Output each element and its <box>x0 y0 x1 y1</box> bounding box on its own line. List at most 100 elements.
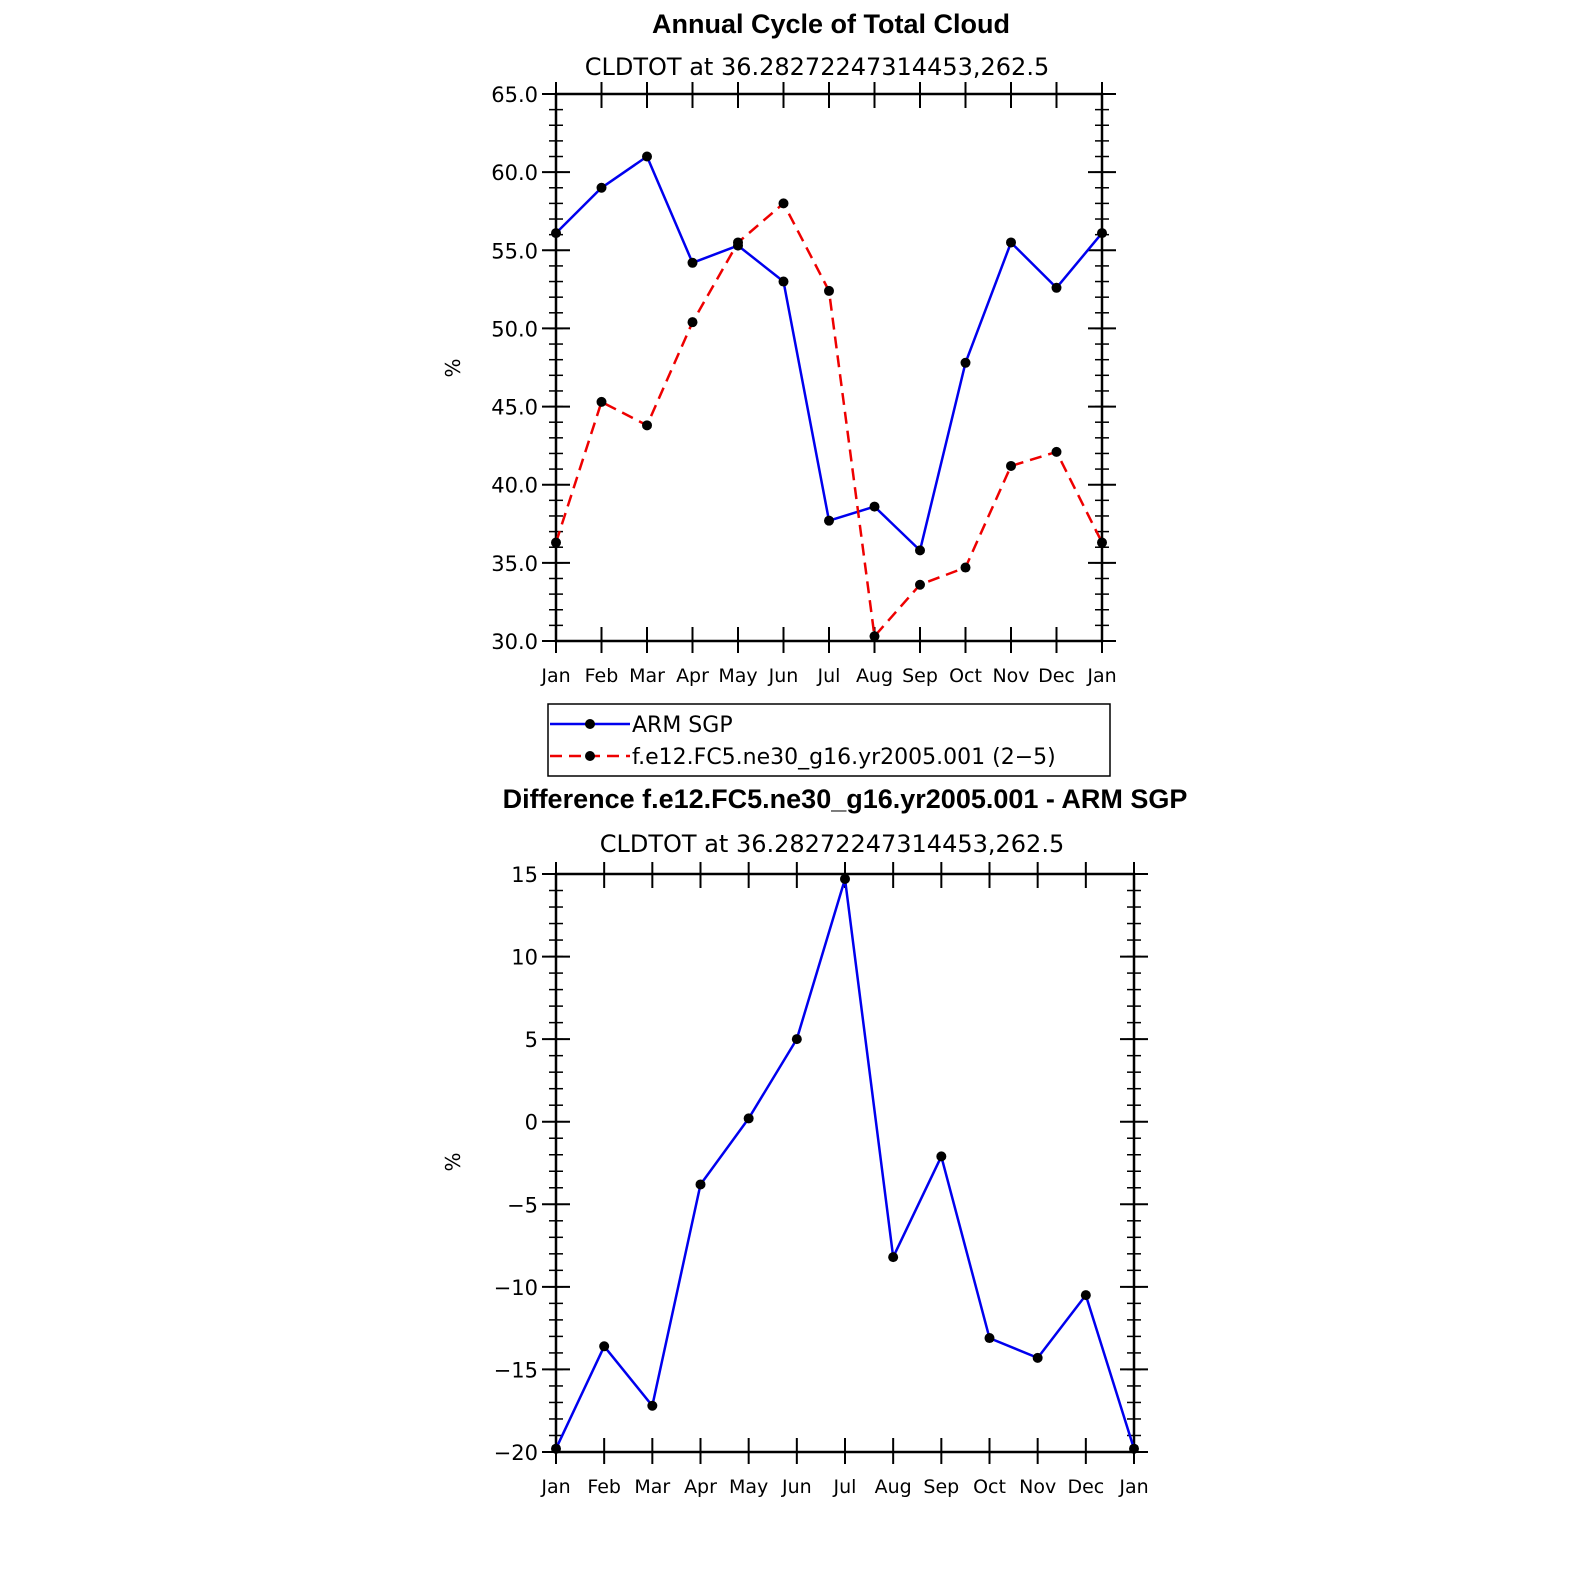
y-tick-label: 45.0 <box>491 396 538 420</box>
x-tick-label: Nov <box>992 665 1029 687</box>
y-tick-label: 50.0 <box>491 317 538 341</box>
y-tick-label: 65.0 <box>491 83 538 107</box>
x-tick-label: Jan <box>540 665 570 687</box>
x-tick-label: Apr <box>676 665 709 687</box>
legend-label-model: f.e12.FC5.ne30_g16.yr2005.001 (2−5) <box>632 745 1056 770</box>
y-tick-label: 0 <box>525 1111 538 1135</box>
data-point-series-0 <box>824 515 834 526</box>
data-point-series-1 <box>869 631 880 642</box>
x-tick-label: Jan <box>1118 1476 1148 1498</box>
x-tick-label: May <box>729 1476 768 1498</box>
data-point-series-0 <box>869 501 880 512</box>
x-tick-label: Sep <box>902 665 938 687</box>
data-point-series-0 <box>596 182 607 193</box>
legend-label-arm-sgp: ARM SGP <box>632 713 733 738</box>
series-line-0 <box>554 877 1136 1450</box>
data-point-series-0 <box>551 1443 561 1454</box>
x-tick-label: Oct <box>973 1476 1006 1498</box>
chart-title: Difference f.e12.FC5.ne30_g16.yr2005.001… <box>503 784 1188 814</box>
data-point-series-0 <box>936 1151 947 1162</box>
data-point-series-1 <box>778 198 789 209</box>
y-tick-label: 30.0 <box>491 630 538 654</box>
legend: ARM SGP f.e12.FC5.ne30_g16.yr2005.001 (2… <box>547 703 1111 777</box>
data-point-series-0 <box>743 1113 754 1124</box>
data-point-series-0 <box>915 545 925 556</box>
data-point-series-1 <box>642 420 652 431</box>
y-tick-label: −15 <box>494 1358 538 1382</box>
data-point-series-0 <box>1097 228 1107 239</box>
data-point-series-0 <box>984 1333 995 1344</box>
data-point-series-1 <box>687 317 698 328</box>
axes: 30.0 35.0 40.0 45.0 50.0 55.0 60.0 65.0 Jan Feb Ma… <box>491 82 1117 687</box>
y-tick-label: 5 <box>525 1028 538 1052</box>
data-point-series-0 <box>647 1400 658 1411</box>
data-point-series-0 <box>687 257 698 268</box>
data-point-series-0 <box>599 1341 610 1352</box>
y-tick-label: −5 <box>507 1193 538 1217</box>
series-line-1 <box>554 202 1104 638</box>
plot-frame <box>554 872 1136 1454</box>
y-tick-label: 15 <box>511 863 538 887</box>
x-tick-label: Feb <box>585 665 619 687</box>
series-line-0 <box>555 155 1103 552</box>
data-point-series-0 <box>551 228 561 239</box>
x-tick-label: Dec <box>1038 665 1075 687</box>
x-tick-label: Sep <box>923 1476 959 1498</box>
data-point-series-1 <box>915 579 925 590</box>
y-tick-label: 60.0 <box>491 161 538 185</box>
x-tick-label: Nov <box>1019 1476 1056 1498</box>
x-tick-label: Dec <box>1067 1476 1104 1498</box>
y-tick-label: −10 <box>494 1276 538 1300</box>
data-point-series-0 <box>888 1252 899 1263</box>
data-point-series-0 <box>642 151 652 162</box>
chart-title: Annual Cycle of Total Cloud <box>652 9 1010 39</box>
legend-marker-model <box>585 751 595 761</box>
chart-annual-cycle: Annual Cycle of Total Cloud CLDTOT at 36… <box>441 9 1117 687</box>
x-tick-label: Jul <box>833 1476 857 1498</box>
x-tick-label: Aug <box>856 665 893 687</box>
data-point-series-0 <box>1006 237 1016 248</box>
y-axis-label: % <box>441 1152 465 1171</box>
x-tick-label: Feb <box>587 1476 621 1498</box>
data-point-series-0 <box>1051 282 1062 293</box>
y-tick-label: 55.0 <box>491 239 538 263</box>
x-tick-label: Aug <box>875 1476 912 1498</box>
series-layer <box>551 873 1139 1454</box>
legend-marker-arm-sgp <box>585 719 595 729</box>
x-tick-label: Jul <box>817 665 841 687</box>
data-point-series-0 <box>695 1179 706 1190</box>
y-tick-label: 40.0 <box>491 474 538 498</box>
x-tick-label: May <box>718 665 757 687</box>
x-tick-label: Oct <box>949 665 982 687</box>
data-point-series-0 <box>840 873 850 884</box>
x-tick-label: Jan <box>1086 665 1116 687</box>
data-point-series-1 <box>824 285 834 296</box>
data-point-series-0 <box>791 1034 802 1045</box>
plot-frame <box>554 92 1104 643</box>
data-point-series-1 <box>1051 446 1062 457</box>
y-tick-label: 10 <box>511 946 538 970</box>
chart-difference: Difference f.e12.FC5.ne30_g16.yr2005.001… <box>441 784 1187 1498</box>
x-tick-label: Jun <box>768 665 799 687</box>
data-point-series-0 <box>778 276 789 287</box>
data-point-series-1 <box>1097 537 1107 548</box>
data-point-series-0 <box>960 357 971 368</box>
data-point-series-1 <box>1006 460 1016 471</box>
data-point-series-0 <box>1080 1290 1091 1301</box>
x-tick-label: Jan <box>540 1476 570 1498</box>
chart-subtitle: CLDTOT at 36.28272247314453,262.5 <box>600 830 1064 858</box>
data-point-series-1 <box>733 237 743 248</box>
x-tick-label: Jun <box>781 1476 812 1498</box>
data-point-series-0 <box>1032 1352 1043 1363</box>
x-tick-label: Mar <box>634 1476 670 1498</box>
chart-subtitle: CLDTOT at 36.28272247314453,262.5 <box>585 53 1049 81</box>
data-point-series-1 <box>596 396 607 407</box>
data-point-series-1 <box>551 537 561 548</box>
x-tick-label: Mar <box>629 665 665 687</box>
series-layer <box>551 151 1107 642</box>
legend-box <box>547 703 1111 777</box>
y-axis-label: % <box>441 358 465 377</box>
y-tick-label: −20 <box>494 1441 538 1465</box>
y-tick-label: 35.0 <box>491 552 538 576</box>
